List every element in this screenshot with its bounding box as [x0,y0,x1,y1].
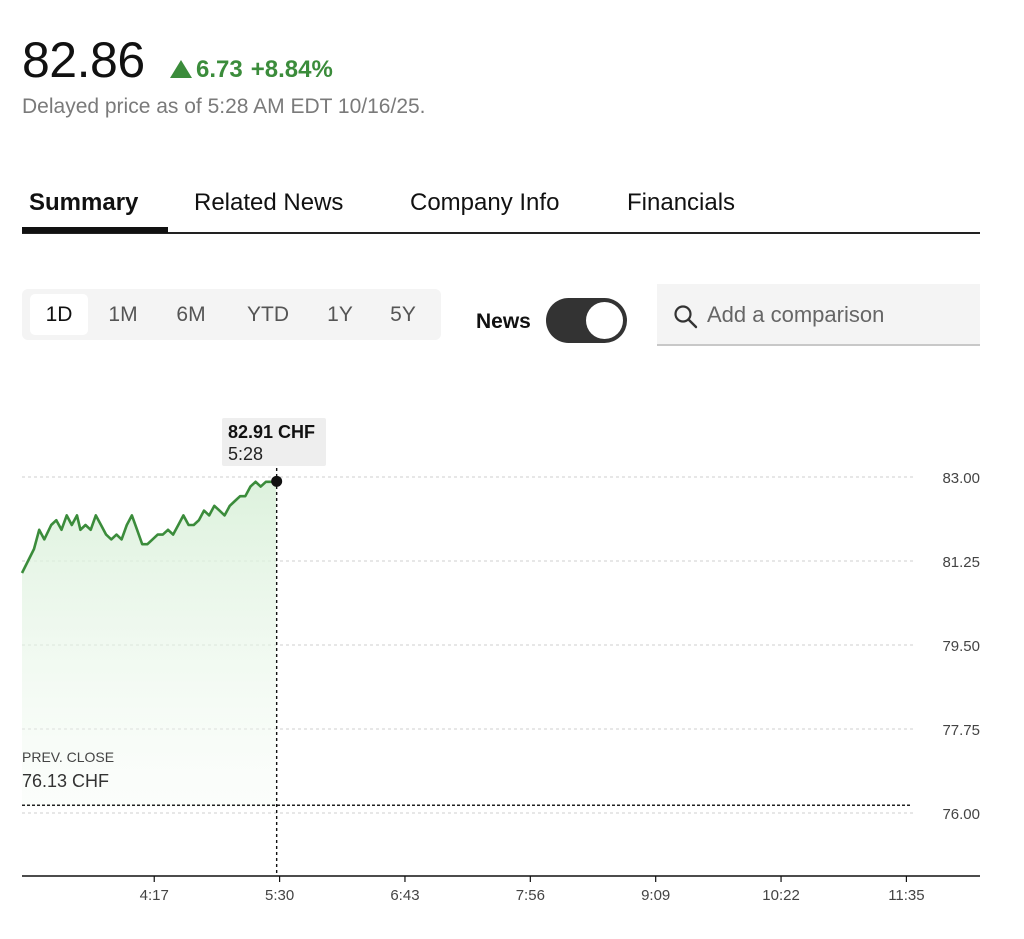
x-tick-label: 7:56 [516,887,545,904]
news-toggle-switch[interactable] [546,298,627,343]
y-tick-label: 79.50 [942,638,980,655]
news-toggle-label: News [476,310,531,333]
tab-bar: Summary Related News Company Info Financ… [22,180,980,234]
price-chart: 82.91 CHF 5:28 PREV. CLOSE 76.13 CHF 83.… [20,418,980,904]
search-icon [674,305,698,329]
comparison-input[interactable] [707,298,967,332]
tab-company-info[interactable]: Company Info [410,189,560,216]
y-tick-label: 76.00 [942,806,980,823]
delayed-price-note: Delayed price as of 5:28 AM EDT 10/16/25… [22,95,426,118]
y-tick-label: 83.00 [942,470,980,487]
price-tooltip: 82.91 CHF 5:28 [222,418,326,466]
range-ytd-button[interactable]: YTD [247,303,289,326]
price-area-fill [22,481,277,807]
triangle-up-icon [170,60,192,78]
range-1m-button[interactable]: 1M [108,303,138,326]
tab-summary[interactable]: Summary [29,189,139,216]
x-tick-label: 6:43 [390,887,419,904]
tab-related-news[interactable]: Related News [194,189,344,216]
tooltip-time: 5:28 [228,444,263,464]
prev-close-label: PREV. CLOSE [22,749,114,765]
price-change-percent: +8.84% [250,56,333,83]
x-tick-label: 4:17 [140,887,169,904]
x-tick-label: 5:30 [265,887,294,904]
crosshair-dot [271,475,283,487]
range-1d-button[interactable]: 1D [30,294,88,335]
tooltip-price: 82.91 CHF [228,422,315,442]
tab-financials[interactable]: Financials [627,189,736,216]
time-range-selector: 1D 1M 6M YTD 1Y 5Y [22,289,441,340]
range-5y-button[interactable]: 5Y [390,303,416,326]
stock-price: 82.86 [22,32,145,88]
prev-close-value: 76.13 CHF [22,771,109,791]
x-tick-label: 11:35 [888,887,924,904]
toggle-knob [586,302,623,339]
y-tick-label: 77.75 [942,722,980,739]
price-line [20,480,277,574]
comparison-search [657,284,980,346]
x-tick-label: 10:22 [762,887,800,904]
y-tick-label: 81.25 [942,554,980,571]
price-change-absolute: 6.73 [196,56,243,83]
range-6m-button[interactable]: 6M [176,303,206,326]
range-1y-button[interactable]: 1Y [327,303,353,326]
x-tick-label: 9:09 [641,887,670,904]
price-change: 6.73 +8.84% [170,54,333,86]
active-tab-indicator [22,227,168,233]
